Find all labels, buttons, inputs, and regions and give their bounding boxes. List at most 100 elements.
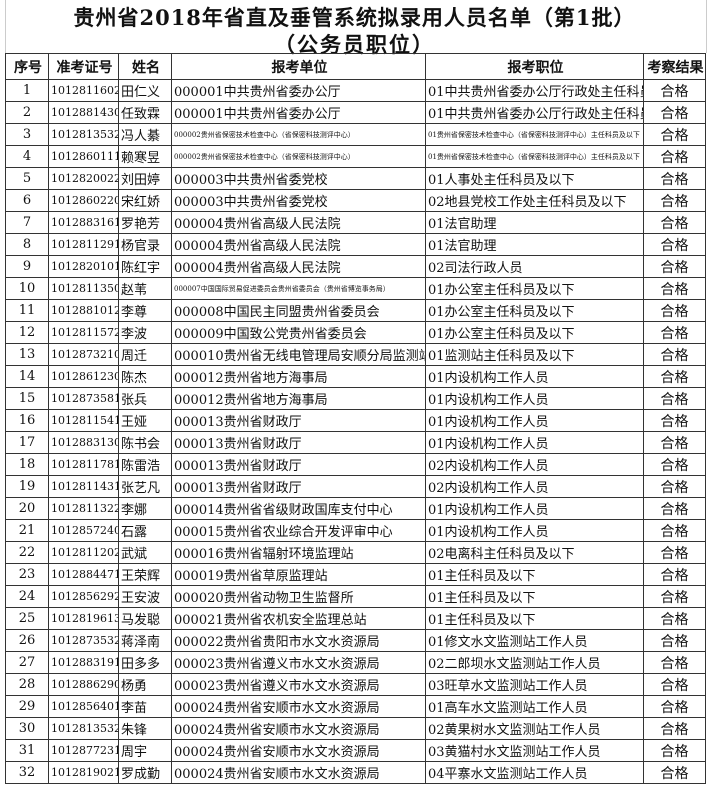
- table-row: 2010128113220李娜000014贵州省省级财政国库支付中心01内设机构…: [5, 497, 706, 520]
- candidate-name: 刘田婷: [118, 167, 172, 190]
- table-row: 3110128772312周宇000024贵州省安顺市水文水资源局03黄猫村水文…: [5, 739, 706, 762]
- review-result: 合格: [643, 629, 706, 652]
- applied-unit: 000003中共贵州省委党校: [171, 189, 426, 212]
- candidate-name: 田多多: [118, 651, 172, 674]
- row-number: 18: [5, 453, 49, 476]
- applied-unit: 000004贵州省高级人民法院: [171, 211, 426, 234]
- row-number: 6: [5, 189, 49, 212]
- table-row: 2310128844719王荣辉000019贵州省草原监理站01主任科员及以下合…: [5, 563, 706, 586]
- applied-post: 01内设机构工作人员: [425, 431, 644, 454]
- row-number: 19: [5, 475, 49, 498]
- review-result: 合格: [643, 739, 706, 762]
- exam-id: 10128810122: [48, 299, 119, 322]
- applied-post: 01内设机构工作人员: [425, 409, 644, 432]
- applied-post: 02二郎坝水文监测站工作人员: [425, 651, 644, 674]
- row-number: 15: [5, 387, 49, 410]
- table-row: 2710128831918田多多000023贵州省遵义市水文水资源局02二郎坝水…: [5, 651, 706, 674]
- row-number: 22: [5, 541, 49, 564]
- table-row: 2610128735329蒋泽南000022贵州省贵阳市水文水资源局01修文水文…: [5, 629, 706, 652]
- applied-post: 02黄果树水文监测站工作人员: [425, 717, 644, 740]
- exam-id: 10128831613: [48, 211, 119, 234]
- row-number: 8: [5, 233, 49, 256]
- candidate-name: 李苗: [118, 695, 172, 718]
- applied-post: 01内设机构工作人员: [425, 365, 644, 388]
- document-subtitle: （公务员职位）: [274, 32, 435, 57]
- applied-unit: 000015贵州省农业综合开发评审中心: [171, 519, 426, 542]
- applied-unit: 000001中共贵州省委办公厅: [171, 79, 426, 102]
- table-row: 1710128831308陈书会000013贵州省财政厅01内设机构工作人员合格: [5, 431, 706, 454]
- table-row: 2910128564015李苗000024贵州省安顺市水文水资源局01高车水文监…: [5, 695, 706, 718]
- candidate-table: 序号 准考证号 姓名 报考单位 报考职位 考察结果 110128116028田仁…: [5, 53, 706, 784]
- candidate-name: 石露: [118, 519, 172, 542]
- applied-unit: 000012贵州省地方海事局: [171, 365, 426, 388]
- review-result: 合格: [643, 585, 706, 608]
- applied-unit: 000013贵州省财政厅: [171, 475, 426, 498]
- applied-post: 02内设机构工作人员: [425, 453, 644, 476]
- table-row: 210128814301任致霖000001中共贵州省委办公厅01中共贵州省委办公…: [5, 101, 706, 124]
- exam-id: 10128735812: [48, 387, 119, 410]
- candidate-name: 蒋泽南: [118, 629, 172, 652]
- exam-id: 10128562927: [48, 585, 119, 608]
- row-number: 16: [5, 409, 49, 432]
- applied-unit: 000023贵州省遵义市水文水资源局: [171, 673, 426, 696]
- exam-id: 10128601110: [48, 145, 119, 168]
- row-number: 14: [5, 365, 49, 388]
- table-row: 510128200220刘田婷000003中共贵州省委党校01人事处主任科员及以…: [5, 167, 706, 190]
- exam-id: 10128113506: [48, 277, 119, 300]
- applied-unit: 000012贵州省地方海事局: [171, 387, 426, 410]
- review-result: 合格: [643, 123, 706, 146]
- table-row: 2810128862903杨勇000023贵州省遵义市水文水资源局03旺草水文监…: [5, 673, 706, 696]
- table-row: 910128201013陈红宇000004贵州省高级人民法院02司法行政人员合格: [5, 255, 706, 278]
- applied-post: 01修文水文监测站工作人员: [425, 629, 644, 652]
- candidate-name: 周迁: [118, 343, 172, 366]
- review-result: 合格: [643, 695, 706, 718]
- review-result: 合格: [643, 651, 706, 674]
- exam-id: 10128115727: [48, 321, 119, 344]
- applied-unit: 000013贵州省财政厅: [171, 409, 426, 432]
- applied-post: 02司法行政人员: [425, 255, 644, 278]
- row-number: 2: [5, 101, 49, 124]
- table-row: 3010128135321朱锋000024贵州省安顺市水文水资源局02黄果树水文…: [5, 717, 706, 740]
- applied-unit: 000024贵州省安顺市水文水资源局: [171, 739, 426, 762]
- applied-unit: 000001中共贵州省委办公厅: [171, 101, 426, 124]
- candidate-name: 王安波: [118, 585, 172, 608]
- exam-id: 10128602201: [48, 189, 119, 212]
- exam-id: 10128114313: [48, 475, 119, 498]
- row-number: 24: [5, 585, 49, 608]
- candidate-name: 陈杰: [118, 365, 172, 388]
- review-result: 合格: [643, 673, 706, 696]
- table-row: 1010128113506赵苇000007中国国际贸易促进委员会贵州省委员会（贵…: [5, 277, 706, 300]
- candidate-name: 冯人綦: [118, 123, 172, 146]
- applied-post: 03黄猫村水文监测站工作人员: [425, 739, 644, 762]
- row-number: 26: [5, 629, 49, 652]
- table-row: 2210128112023武斌000016贵州省辐射环境监理站02电离科主任科员…: [5, 541, 706, 564]
- header-result: 考察结果: [643, 53, 706, 80]
- applied-post: 01监测站主任科员及以下: [425, 343, 644, 366]
- exam-id: 10128135321: [48, 717, 119, 740]
- exam-id: 10128564015: [48, 695, 119, 718]
- header-unit: 报考单位: [171, 53, 426, 80]
- row-number: 4: [5, 145, 49, 168]
- exam-id: 10128113220: [48, 497, 119, 520]
- candidate-name: 陈书会: [118, 431, 172, 454]
- row-number: 32: [5, 761, 49, 784]
- applied-unit: 000023贵州省遵义市水文水资源局: [171, 651, 426, 674]
- applied-unit: 000008中国民主同盟贵州省委员会: [171, 299, 426, 322]
- applied-unit: 000002贵州省保密技术检查中心（省保密科技测评中心）: [171, 123, 426, 146]
- review-result: 合格: [643, 145, 706, 168]
- candidate-name: 宋红娇: [118, 189, 172, 212]
- applied-unit: 000004贵州省高级人民法院: [171, 255, 426, 278]
- applied-post: 01法官助理: [425, 233, 644, 256]
- title-frame: [5, 0, 707, 53]
- review-result: 合格: [643, 563, 706, 586]
- review-result: 合格: [643, 475, 706, 498]
- applied-unit: 000004贵州省高级人民法院: [171, 233, 426, 256]
- candidate-name: 赵苇: [118, 277, 172, 300]
- applied-unit: 000010贵州省无线电管理局安顺分局监测站: [171, 343, 426, 366]
- candidate-name: 王娅: [118, 409, 172, 432]
- exam-id: 10128200220: [48, 167, 119, 190]
- review-result: 合格: [643, 387, 706, 410]
- table-row: 1210128115727李波000009中国致公党贵州省委员会01办公室主任科…: [5, 321, 706, 344]
- candidate-name: 罗艳芳: [118, 211, 172, 234]
- row-number: 28: [5, 673, 49, 696]
